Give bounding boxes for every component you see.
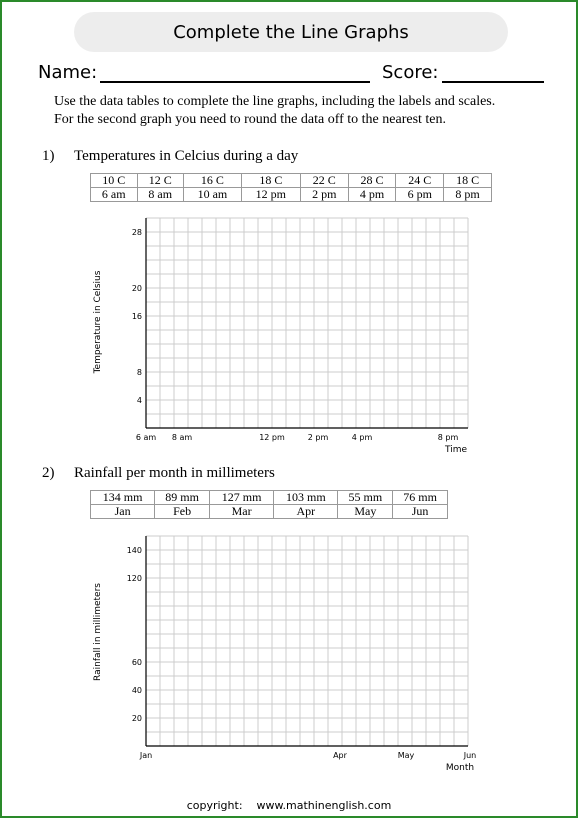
y-tick-label: 8 bbox=[137, 368, 142, 377]
table-cell: Feb bbox=[154, 504, 210, 519]
table-cell: 4 pm bbox=[347, 187, 397, 202]
score-label: Score: bbox=[382, 62, 439, 83]
x-tick-label: Apr bbox=[333, 751, 348, 760]
y-tick-label: 140 bbox=[127, 546, 142, 555]
name-field[interactable] bbox=[100, 81, 370, 83]
y-axis-label: Temperature in Celsius bbox=[93, 270, 103, 374]
x-tick-label: May bbox=[398, 751, 415, 760]
table-cell: 24 C bbox=[395, 173, 445, 188]
table-cell: May bbox=[337, 504, 394, 519]
title-text: Complete the Line Graphs bbox=[173, 21, 409, 43]
temperature-data-table: 10 C 12 C 16 C 18 C 22 C 28 C 24 C 18 C 6 am 8 a… bbox=[90, 173, 492, 202]
x-tick-label: Jun bbox=[463, 751, 477, 760]
worksheet-title: Complete the Line Graphs bbox=[74, 12, 508, 52]
x-tick-label: Jan bbox=[139, 751, 152, 760]
y-tick-label: 60 bbox=[132, 658, 142, 667]
x-tick-label: 4 pm bbox=[352, 433, 373, 442]
table-cell: 6 am bbox=[90, 187, 138, 202]
instructions: Use the data tables to complete the line… bbox=[54, 93, 554, 129]
table-cell: 2 pm bbox=[299, 187, 349, 202]
x-tick-label: 12 pm bbox=[259, 433, 285, 442]
score-field[interactable] bbox=[442, 81, 544, 83]
table-cell: Jun bbox=[392, 504, 448, 519]
name-score-row: Name: Score: bbox=[38, 62, 548, 86]
question-1-number: 1) bbox=[42, 148, 55, 164]
table-cell: 8 pm bbox=[443, 187, 492, 202]
table-cell: 8 am bbox=[136, 187, 184, 202]
y-tick-label: 20 bbox=[132, 284, 142, 293]
table-cell: 103 mm bbox=[273, 490, 339, 505]
instruction-line: For the second graph you need to round t… bbox=[54, 112, 447, 127]
question-2-title: Rainfall per month in millimeters bbox=[74, 465, 275, 481]
table-cell: 12 C bbox=[136, 173, 184, 188]
x-tick-label: 6 am bbox=[136, 433, 157, 442]
y-tick-label: 120 bbox=[127, 574, 142, 583]
rainfall-line-graph: 140 120 60 40 20 Jan Apr May Jun Month Rainfall in… bbox=[93, 535, 477, 773]
y-tick-label: 40 bbox=[132, 686, 142, 695]
x-axis-label: Time bbox=[444, 445, 467, 455]
x-tick-label: 8 am bbox=[172, 433, 193, 442]
table-row: 6 am 8 am 10 am 12 pm 2 pm 4 pm 6 pm 8 pm bbox=[90, 187, 492, 202]
x-axis-label: Month bbox=[446, 763, 474, 773]
table-cell: 18 C bbox=[240, 173, 301, 188]
copyright: copyright: www.mathinenglish.com bbox=[186, 799, 392, 812]
table-cell: 6 pm bbox=[395, 187, 445, 202]
rainfall-data-table: 134 mm 89 mm 127 mm 103 mm 55 mm 76 mm Jan Feb… bbox=[89, 490, 448, 519]
table-cell: 28 C bbox=[347, 173, 397, 188]
y-tick-label: 4 bbox=[137, 396, 142, 405]
name-label: Name: bbox=[38, 62, 98, 83]
x-tick-label: 8 pm bbox=[438, 433, 459, 442]
table-cell: 10 C bbox=[90, 173, 138, 188]
question-1-title: Temperatures in Celcius during a day bbox=[74, 148, 299, 164]
table-cell: Mar bbox=[208, 504, 275, 519]
table-cell: 76 mm bbox=[392, 490, 448, 505]
y-tick-label: 16 bbox=[132, 312, 142, 321]
question-2-number: 2) bbox=[42, 465, 55, 481]
y-tick-label: 20 bbox=[132, 714, 142, 723]
table-cell: 10 am bbox=[183, 187, 242, 202]
table-row: 134 mm 89 mm 127 mm 103 mm 55 mm 76 mm bbox=[89, 490, 448, 505]
table-cell: 127 mm bbox=[208, 490, 275, 505]
y-tick-label: 28 bbox=[132, 228, 142, 237]
table-cell: 16 C bbox=[183, 173, 242, 188]
temperature-line-graph: 28 20 16 8 4 6 am 8 am 12 pm 2 pm 4 pm 8 pm Time Tem… bbox=[93, 217, 469, 455]
table-cell: 89 mm bbox=[154, 490, 210, 505]
table-cell: 22 C bbox=[299, 173, 349, 188]
table-cell: Jan bbox=[89, 504, 156, 519]
table-row: 10 C 12 C 16 C 18 C 22 C 28 C 24 C 18 C bbox=[90, 173, 492, 188]
y-axis-label: Rainfall in millimeters bbox=[93, 583, 103, 681]
table-cell: 134 mm bbox=[89, 490, 156, 505]
table-cell: Apr bbox=[273, 504, 339, 519]
table-cell: 55 mm bbox=[337, 490, 394, 505]
table-cell: 12 pm bbox=[240, 187, 301, 202]
x-tick-label: 2 pm bbox=[308, 433, 329, 442]
instruction-line: Use the data tables to complete the line… bbox=[54, 94, 496, 109]
table-cell: 18 C bbox=[443, 173, 492, 188]
table-row: Jan Feb Mar Apr May Jun bbox=[89, 504, 448, 519]
